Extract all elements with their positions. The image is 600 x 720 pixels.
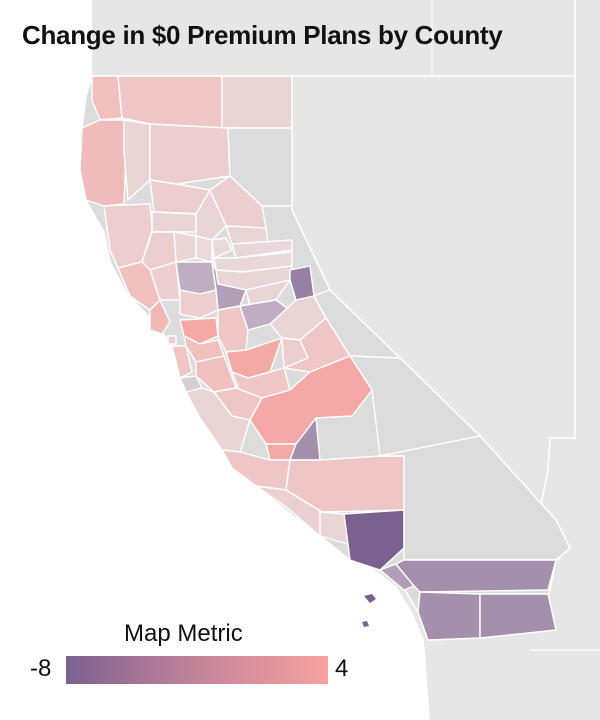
county-shasta[interactable]: Shasta (149, 123, 231, 185)
county-glenn[interactable]: Glenn (151, 211, 197, 233)
county-sutter[interactable]: Sutter (195, 235, 213, 263)
legend-title: Map Metric (124, 620, 243, 647)
county-san-diego[interactable]: San Diego (417, 591, 481, 641)
county-lassen[interactable]: Lassen (227, 127, 293, 207)
county-nevada[interactable]: Nevada (231, 239, 293, 259)
county-fresno[interactable]: Fresno (249, 355, 373, 445)
county-contra-costa[interactable]: Contra Costa (179, 317, 219, 345)
legend-min-label: -8 (30, 655, 52, 682)
map-title: Change in $0 Premium Plans by County (22, 20, 503, 50)
county-riverside[interactable]: Riverside (395, 559, 557, 593)
county-yuba[interactable]: Yuba (211, 237, 233, 259)
county-butte[interactable]: Butte (195, 189, 227, 241)
county-trinity[interactable]: Trinity (123, 119, 151, 201)
county-yolo[interactable]: Yolo (175, 261, 217, 295)
county-sierra[interactable]: Sierra (225, 225, 269, 245)
ocean (0, 0, 430, 720)
county-imperial[interactable]: Imperial (479, 593, 557, 639)
county-colusa[interactable]: Colusa (173, 231, 197, 263)
legend-max-label: 4 (335, 655, 349, 682)
county-modoc[interactable]: Modoc (221, 75, 293, 129)
county-siskiyou[interactable]: Siskiyou (117, 75, 223, 129)
county-san-mateo[interactable]: San Mateo (171, 345, 193, 379)
legend-color-bar (66, 656, 328, 684)
county-humboldt[interactable]: Humboldt (79, 119, 127, 207)
county-marin[interactable]: Marin (149, 299, 171, 335)
channel-islands (362, 594, 376, 627)
county-san-francisco[interactable]: San Francisco (167, 335, 177, 345)
county-del-norte[interactable]: Del Norte (91, 75, 123, 121)
